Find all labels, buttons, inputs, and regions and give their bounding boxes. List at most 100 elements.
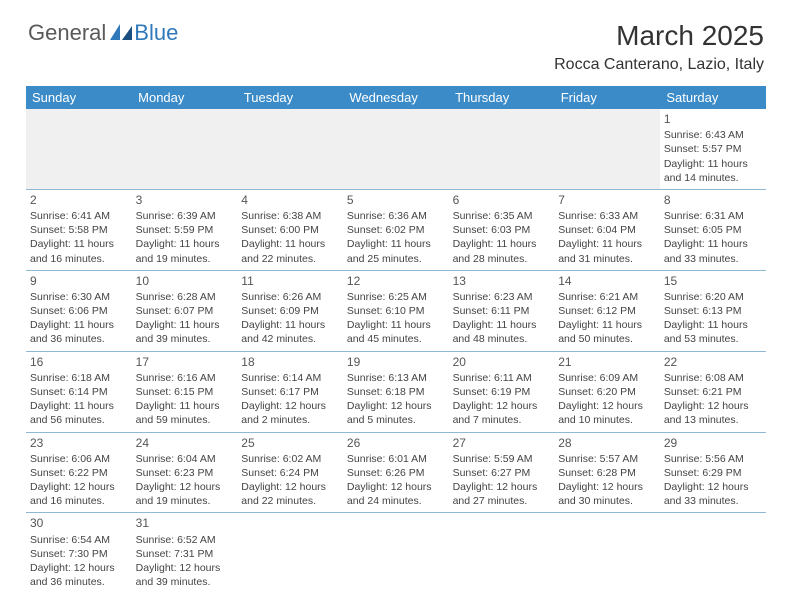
day-number: 14 [558,273,656,289]
sunrise-text: Sunrise: 6:21 AM [558,290,656,304]
sunrise-text: Sunrise: 6:39 AM [136,209,234,223]
day-number: 7 [558,192,656,208]
calendar-cell: 20Sunrise: 6:11 AMSunset: 6:19 PMDayligh… [449,351,555,432]
sunrise-text: Sunrise: 6:14 AM [241,371,339,385]
daylight-text: Daylight: 11 hours and 25 minutes. [347,237,445,265]
day-number: 26 [347,435,445,451]
daylight-text: Daylight: 11 hours and 33 minutes. [664,237,762,265]
weekday-header: Thursday [449,86,555,109]
weekday-header: Monday [132,86,238,109]
sunrise-text: Sunrise: 6:02 AM [241,452,339,466]
location-text: Rocca Canterano, Lazio, Italy [554,56,764,74]
calendar-week-row: 16Sunrise: 6:18 AMSunset: 6:14 PMDayligh… [26,351,766,432]
weekday-header: Saturday [660,86,766,109]
calendar-cell: 11Sunrise: 6:26 AMSunset: 6:09 PMDayligh… [237,270,343,351]
sunset-text: Sunset: 6:11 PM [453,304,551,318]
daylight-text: Daylight: 12 hours and 16 minutes. [30,480,128,508]
sunrise-text: Sunrise: 6:08 AM [664,371,762,385]
sunset-text: Sunset: 6:15 PM [136,385,234,399]
calendar-cell: 30Sunrise: 6:54 AMSunset: 7:30 PMDayligh… [26,513,132,593]
day-number: 18 [241,354,339,370]
sunrise-text: Sunrise: 6:23 AM [453,290,551,304]
day-number: 23 [30,435,128,451]
sunset-text: Sunset: 6:03 PM [453,223,551,237]
calendar-week-row: 23Sunrise: 6:06 AMSunset: 6:22 PMDayligh… [26,432,766,513]
daylight-text: Daylight: 12 hours and 24 minutes. [347,480,445,508]
calendar-cell: 13Sunrise: 6:23 AMSunset: 6:11 PMDayligh… [449,270,555,351]
title-block: March 2025 Rocca Canterano, Lazio, Italy [554,20,764,74]
daylight-text: Daylight: 12 hours and 2 minutes. [241,399,339,427]
calendar-cell: 22Sunrise: 6:08 AMSunset: 6:21 PMDayligh… [660,351,766,432]
sunrise-text: Sunrise: 6:43 AM [664,128,762,142]
day-number: 21 [558,354,656,370]
calendar-cell: 10Sunrise: 6:28 AMSunset: 6:07 PMDayligh… [132,270,238,351]
sunrise-text: Sunrise: 5:57 AM [558,452,656,466]
day-number: 24 [136,435,234,451]
sunrise-text: Sunrise: 6:52 AM [136,533,234,547]
weekday-header: Wednesday [343,86,449,109]
calendar-cell [343,109,449,189]
calendar-cell: 31Sunrise: 6:52 AMSunset: 7:31 PMDayligh… [132,513,238,593]
daylight-text: Daylight: 12 hours and 10 minutes. [558,399,656,427]
sunset-text: Sunset: 6:07 PM [136,304,234,318]
sunset-text: Sunset: 6:04 PM [558,223,656,237]
calendar-week-row: 30Sunrise: 6:54 AMSunset: 7:30 PMDayligh… [26,513,766,593]
day-number: 11 [241,273,339,289]
daylight-text: Daylight: 11 hours and 36 minutes. [30,318,128,346]
sunset-text: Sunset: 6:27 PM [453,466,551,480]
calendar-cell: 3Sunrise: 6:39 AMSunset: 5:59 PMDaylight… [132,189,238,270]
calendar-cell: 12Sunrise: 6:25 AMSunset: 6:10 PMDayligh… [343,270,449,351]
calendar-header-row: SundayMondayTuesdayWednesdayThursdayFrid… [26,86,766,109]
calendar-cell [237,109,343,189]
day-number: 16 [30,354,128,370]
daylight-text: Daylight: 12 hours and 7 minutes. [453,399,551,427]
sunrise-text: Sunrise: 6:13 AM [347,371,445,385]
sunset-text: Sunset: 6:26 PM [347,466,445,480]
daylight-text: Daylight: 11 hours and 22 minutes. [241,237,339,265]
sunset-text: Sunset: 7:30 PM [30,547,128,561]
calendar-cell: 14Sunrise: 6:21 AMSunset: 6:12 PMDayligh… [554,270,660,351]
sunset-text: Sunset: 6:23 PM [136,466,234,480]
sunset-text: Sunset: 5:57 PM [664,142,762,156]
calendar-cell: 2Sunrise: 6:41 AMSunset: 5:58 PMDaylight… [26,189,132,270]
daylight-text: Daylight: 11 hours and 31 minutes. [558,237,656,265]
calendar-cell: 1Sunrise: 6:43 AMSunset: 5:57 PMDaylight… [660,109,766,189]
daylight-text: Daylight: 11 hours and 14 minutes. [664,157,762,185]
day-number: 1 [664,111,762,127]
day-number: 29 [664,435,762,451]
daylight-text: Daylight: 11 hours and 19 minutes. [136,237,234,265]
calendar-cell: 29Sunrise: 5:56 AMSunset: 6:29 PMDayligh… [660,432,766,513]
weekday-header: Tuesday [237,86,343,109]
sunrise-text: Sunrise: 6:54 AM [30,533,128,547]
sunrise-text: Sunrise: 6:38 AM [241,209,339,223]
calendar-cell [554,513,660,593]
sunrise-text: Sunrise: 6:16 AM [136,371,234,385]
logo-text-dark: General [28,20,106,46]
daylight-text: Daylight: 12 hours and 36 minutes. [30,561,128,589]
daylight-text: Daylight: 11 hours and 59 minutes. [136,399,234,427]
sunset-text: Sunset: 6:28 PM [558,466,656,480]
logo: General Blue [28,20,178,46]
daylight-text: Daylight: 12 hours and 5 minutes. [347,399,445,427]
sunset-text: Sunset: 6:00 PM [241,223,339,237]
sunrise-text: Sunrise: 6:06 AM [30,452,128,466]
calendar-cell: 28Sunrise: 5:57 AMSunset: 6:28 PMDayligh… [554,432,660,513]
sunrise-text: Sunrise: 5:59 AM [453,452,551,466]
sunrise-text: Sunrise: 6:41 AM [30,209,128,223]
day-number: 13 [453,273,551,289]
daylight-text: Daylight: 11 hours and 45 minutes. [347,318,445,346]
daylight-text: Daylight: 11 hours and 39 minutes. [136,318,234,346]
calendar-cell [449,109,555,189]
calendar-cell: 15Sunrise: 6:20 AMSunset: 6:13 PMDayligh… [660,270,766,351]
calendar-cell: 7Sunrise: 6:33 AMSunset: 6:04 PMDaylight… [554,189,660,270]
daylight-text: Daylight: 12 hours and 13 minutes. [664,399,762,427]
daylight-text: Daylight: 12 hours and 39 minutes. [136,561,234,589]
calendar-cell: 8Sunrise: 6:31 AMSunset: 6:05 PMDaylight… [660,189,766,270]
calendar-week-row: 1Sunrise: 6:43 AMSunset: 5:57 PMDaylight… [26,109,766,189]
calendar-cell: 6Sunrise: 6:35 AMSunset: 6:03 PMDaylight… [449,189,555,270]
sunset-text: Sunset: 6:19 PM [453,385,551,399]
sunrise-text: Sunrise: 6:33 AM [558,209,656,223]
sunrise-text: Sunrise: 6:25 AM [347,290,445,304]
day-number: 6 [453,192,551,208]
calendar-week-row: 9Sunrise: 6:30 AMSunset: 6:06 PMDaylight… [26,270,766,351]
